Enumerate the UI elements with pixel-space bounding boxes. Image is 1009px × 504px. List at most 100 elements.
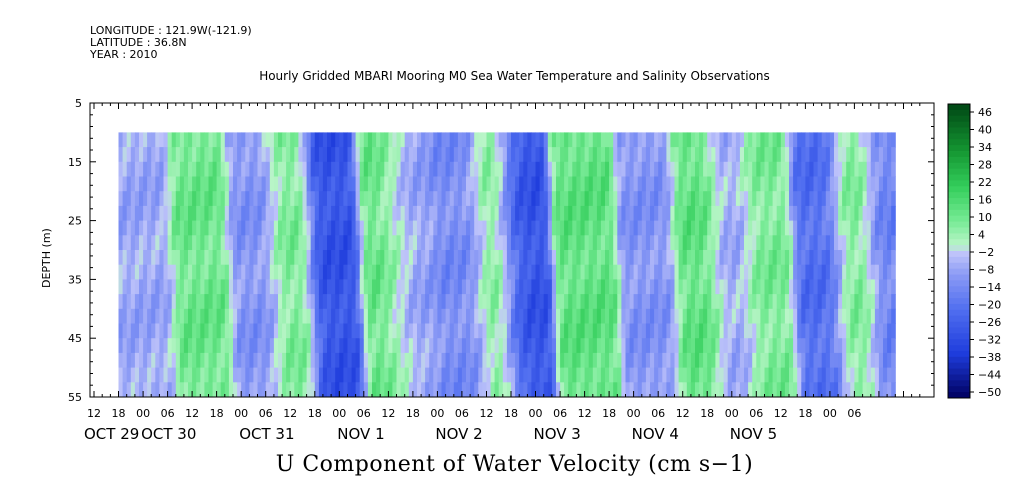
heatmap-cell [666, 323, 671, 339]
heatmap-cell [171, 323, 177, 339]
heatmap-cell [817, 294, 823, 310]
heatmap-cell [531, 382, 536, 398]
heatmap-cell [588, 323, 594, 339]
heatmap-cell [421, 352, 426, 369]
heatmap-cell [421, 205, 426, 222]
heatmap-cell [449, 367, 455, 383]
heatmap-cell [711, 147, 716, 163]
heatmap-cell [343, 323, 348, 339]
heatmap-cell [237, 338, 242, 354]
x-tick-label: 12 [381, 407, 395, 420]
heatmap-cell [200, 279, 205, 295]
x-tick-label: 06 [455, 407, 469, 420]
heatmap-cell [143, 352, 148, 369]
heatmap-cell [829, 323, 835, 339]
heatmap-cell [699, 205, 704, 222]
heatmap-cell [793, 382, 798, 398]
heatmap-cell [662, 367, 667, 383]
heatmap-cell [261, 161, 267, 177]
heatmap-cell [797, 132, 802, 148]
heatmap-cell [703, 250, 708, 266]
heatmap-cell [650, 235, 655, 251]
heatmap-cell [641, 323, 647, 339]
heatmap-cell [265, 264, 271, 280]
heatmap-cell [298, 235, 303, 251]
heatmap-cell [412, 279, 418, 295]
heatmap-cell [179, 338, 185, 354]
heatmap-cell [212, 176, 218, 192]
heatmap-cell [147, 352, 152, 369]
heatmap-cell [429, 338, 434, 354]
heatmap-cell [461, 220, 467, 236]
heatmap-cell [192, 308, 197, 324]
heatmap-cell [437, 382, 442, 398]
heatmap-cell [294, 191, 299, 207]
heatmap-cell [764, 323, 770, 339]
heatmap-cell [396, 235, 402, 251]
heatmap-cell [731, 191, 737, 207]
heatmap-cell [290, 338, 295, 354]
heatmap-cell [220, 205, 226, 222]
heatmap-cell [437, 176, 442, 192]
heatmap-cell [159, 279, 164, 295]
heatmap-cell [629, 264, 635, 280]
heatmap-cell [891, 323, 896, 339]
heatmap-cell [866, 308, 872, 324]
heatmap-cell [850, 176, 855, 192]
heatmap-cell [883, 367, 888, 383]
heatmap-cell [474, 294, 479, 310]
heatmap-cell [613, 308, 618, 324]
heatmap-cell [122, 250, 128, 266]
heatmap-cell [797, 367, 802, 383]
heatmap-cell [658, 235, 663, 251]
heatmap-cell [829, 161, 835, 177]
heatmap-cell [322, 382, 328, 398]
heatmap-cell [776, 279, 782, 295]
heatmap-cell [874, 161, 880, 177]
heatmap-cell [306, 147, 312, 163]
heatmap-cell [605, 294, 610, 310]
heatmap-cell [380, 250, 385, 266]
heatmap-cell [118, 161, 124, 177]
heatmap-cell [502, 352, 508, 369]
heatmap-cell [662, 323, 667, 339]
heatmap-cell [744, 308, 749, 324]
heatmap-cell [641, 367, 647, 383]
heatmap-cell [629, 205, 635, 222]
heatmap-cell [793, 308, 798, 324]
heatmap-cell [228, 132, 234, 148]
heatmap-cell [690, 250, 696, 266]
heatmap-cell [241, 279, 246, 295]
heatmap-cell [572, 235, 577, 251]
heatmap-cell [666, 279, 671, 295]
heatmap-cell [273, 235, 279, 251]
colorbar-swatch [948, 104, 970, 111]
heatmap-cell [310, 176, 316, 192]
heatmap-cell [339, 205, 344, 222]
heatmap-cell [216, 161, 222, 177]
heatmap-cell [739, 220, 745, 236]
heatmap-cell [466, 294, 471, 310]
heatmap-cell [711, 264, 716, 280]
heatmap-cell [531, 264, 536, 280]
heatmap-cell [233, 205, 238, 222]
heatmap-cell [249, 294, 254, 310]
heatmap-cell [637, 338, 643, 354]
heatmap-cell [474, 279, 479, 295]
heatmap-cell [605, 279, 610, 295]
heatmap-cell [335, 161, 340, 177]
heatmap-cell [372, 191, 377, 207]
heatmap-cell [592, 352, 598, 369]
heatmap-cell [134, 338, 140, 354]
heatmap-cell [404, 367, 410, 383]
heatmap-cell [376, 338, 381, 354]
heatmap-cell [527, 382, 532, 398]
heatmap-cell [527, 220, 532, 236]
heatmap-cell [302, 220, 308, 236]
heatmap-cell [347, 161, 353, 177]
heatmap-cell [605, 250, 610, 266]
heatmap-cell [727, 250, 733, 266]
heatmap-cell [482, 191, 487, 207]
heatmap-cell [457, 382, 463, 398]
heatmap-cell [866, 220, 872, 236]
